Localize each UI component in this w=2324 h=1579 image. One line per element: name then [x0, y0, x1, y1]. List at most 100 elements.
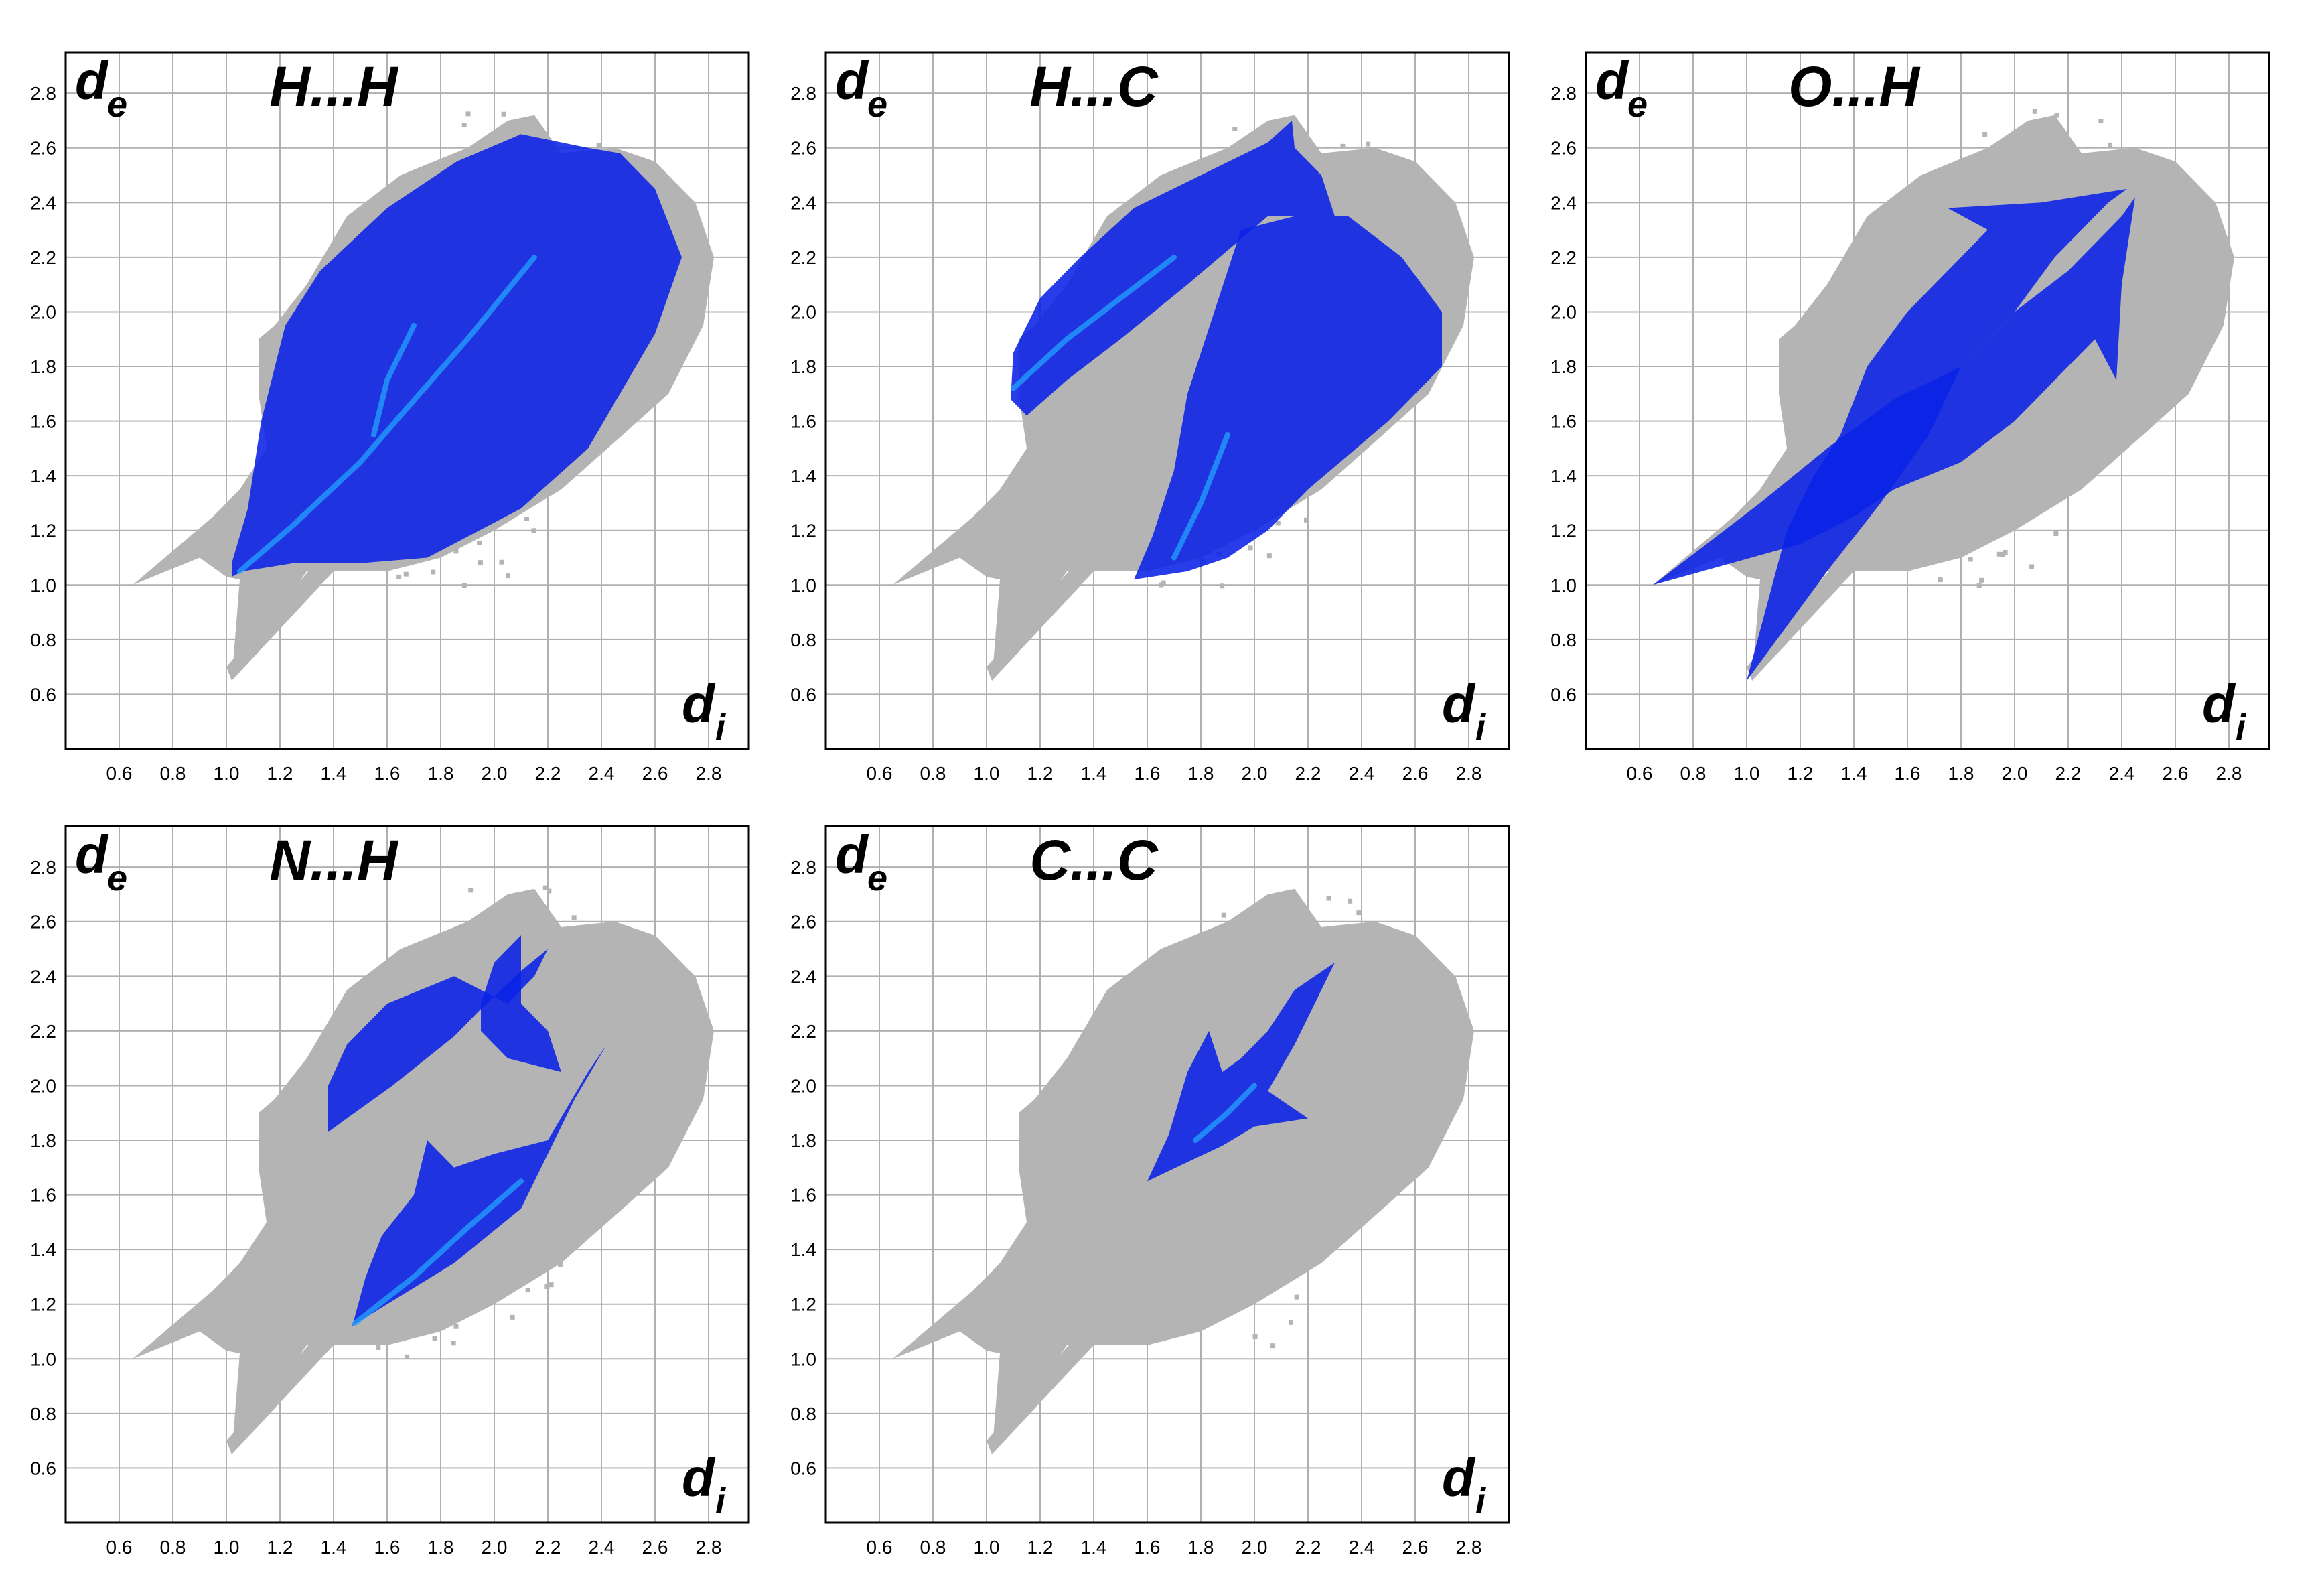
background-point: [2125, 345, 2130, 350]
plot-panel-cc: 0.6 0.6 0.8 0.8 1.0 1.0 1.2 1.2 1.4 1.4 1.6 1.6 1.8 1…: [774, 787, 1510, 1558]
background-point: [1100, 1241, 1106, 1246]
background-point: [1266, 553, 1272, 559]
x-tick-label: 2.8: [696, 1537, 722, 1558]
background-point: [620, 1059, 625, 1065]
background-point: [2161, 272, 2167, 277]
background-point: [389, 1180, 394, 1185]
background-point: [2043, 131, 2049, 136]
y-tick-label: 2.4: [30, 192, 56, 213]
y-tick-label: 1.6: [1550, 411, 1577, 432]
background-point: [1203, 1249, 1208, 1254]
x-axis-label-subscript: i: [1475, 707, 1486, 748]
background-point: [1322, 1032, 1327, 1038]
x-axis-label: d: [1442, 1448, 1476, 1507]
background-point: [1980, 151, 1985, 157]
background-point: [2137, 276, 2143, 281]
background-point: [1279, 1140, 1285, 1146]
background-point: [1279, 953, 1285, 958]
background-point: [1275, 521, 1281, 526]
x-tick-label: 1.6: [374, 1537, 401, 1558]
background-point: [2187, 204, 2193, 209]
background-point: [1247, 1032, 1252, 1037]
background-point: [1979, 577, 1984, 583]
background-point: [1161, 580, 1166, 586]
y-tick-label: 1.4: [30, 466, 56, 486]
background-point: [547, 888, 552, 894]
background-point: [376, 1345, 381, 1350]
background-point: [1356, 910, 1362, 916]
y-tick-label: 0.6: [30, 684, 56, 705]
background-point: [305, 1247, 311, 1252]
background-point: [1054, 1272, 1060, 1278]
y-tick-label: 0.8: [1550, 630, 1577, 650]
y-tick-label: 2.4: [790, 192, 816, 213]
y-tick-label: 1.2: [790, 521, 816, 541]
background-point: [1390, 1023, 1396, 1028]
background-point: [575, 1101, 581, 1106]
plot-frame: [64, 51, 750, 750]
background-point: [1957, 521, 1962, 527]
background-point: [1230, 1193, 1235, 1198]
background-point: [1356, 1058, 1362, 1063]
background-point: [322, 1133, 328, 1138]
background-point: [1149, 1309, 1154, 1314]
x-tick-label: 2.6: [1402, 1537, 1429, 1558]
background-point: [1337, 185, 1342, 190]
background-point: [1031, 1208, 1036, 1213]
background-point: [1390, 182, 1396, 188]
background-point: [2116, 150, 2121, 155]
background-point: [1363, 968, 1368, 973]
background-spike: [987, 1331, 1094, 1454]
background-point: [2062, 428, 2067, 433]
background-point: [312, 1260, 317, 1265]
background-point: [1855, 348, 1860, 354]
background-point: [488, 944, 493, 949]
y-axis-label-subscript: e: [867, 858, 887, 898]
background-point: [1175, 988, 1180, 993]
background-point: [1156, 513, 1161, 519]
y-tick-label: 1.0: [790, 575, 816, 596]
x-tick-label: 1.2: [1027, 1537, 1054, 1558]
background-point: [441, 1306, 446, 1311]
y-axis-label: d: [835, 825, 869, 884]
x-tick-label: 2.8: [696, 763, 722, 784]
x-tick-label: 1.6: [1135, 1537, 1161, 1558]
y-tick-label: 0.6: [30, 1458, 56, 1479]
background-point: [2148, 342, 2153, 347]
background-point: [501, 111, 506, 117]
background-point: [2054, 491, 2059, 496]
background-point: [1231, 1217, 1236, 1222]
background-point: [595, 1062, 600, 1067]
background-point: [1383, 970, 1388, 975]
background-point: [1307, 1188, 1312, 1194]
background-point: [2077, 253, 2082, 259]
background-point: [1348, 1187, 1354, 1192]
background-point: [2063, 439, 2069, 445]
background-point: [1268, 1149, 1274, 1154]
x-tick-label: 1.4: [1081, 763, 1107, 784]
background-point: [1270, 1343, 1276, 1349]
background-point: [1108, 417, 1114, 423]
background-point: [2033, 474, 2038, 479]
background-point: [506, 573, 511, 579]
background-point: [625, 969, 630, 974]
background-point: [1941, 492, 1946, 497]
background-point: [330, 1140, 336, 1146]
dense-ridge: [1193, 1083, 1257, 1143]
x-axis-label-subscript: i: [715, 1481, 726, 1521]
y-tick-label: 2.6: [30, 912, 56, 933]
background-point: [1167, 452, 1172, 457]
background-point: [1316, 1073, 1321, 1078]
x-tick-label: 0.6: [867, 763, 893, 784]
background-point: [1923, 289, 1929, 295]
background-point: [2058, 436, 2063, 441]
background-point: [1852, 341, 1857, 346]
x-tick-label: 2.0: [482, 763, 508, 784]
background-point: [1076, 435, 1082, 440]
background-point: [524, 516, 530, 521]
background-point: [1366, 141, 1371, 147]
background-point: [1980, 230, 1985, 236]
x-tick-label: 2.6: [642, 1537, 668, 1558]
background-point: [2116, 159, 2121, 164]
x-tick-label: 2.6: [642, 763, 668, 784]
